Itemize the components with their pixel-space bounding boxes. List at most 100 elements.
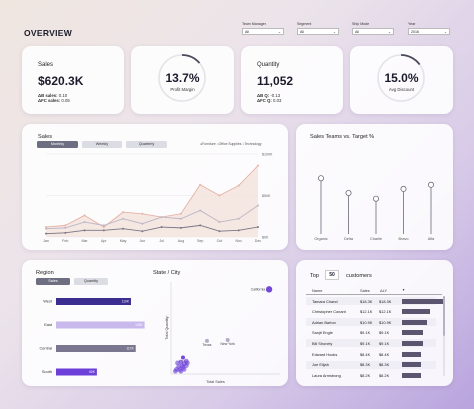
data-point	[179, 212, 182, 215]
customer-sales: $8.3K	[360, 362, 371, 368]
lollipop-head	[427, 181, 434, 188]
bar-value-label: 130K	[135, 323, 143, 327]
kpi-value: 11,052	[257, 74, 294, 88]
tab-quarterly[interactable]: Quarterly	[126, 141, 167, 148]
table-row[interactable]: Adrian Barton $10.9K $10.9K	[306, 318, 436, 327]
top-n-input[interactable]: 50	[325, 270, 339, 280]
scatter-point	[265, 286, 273, 293]
table-row[interactable]: Sanjit Engle $9.1K $9.1K	[306, 329, 436, 337]
customer-share-bar	[402, 319, 428, 325]
sales-teams-card: Sales Teams vs. Target % Organic Delta Cha…	[296, 124, 453, 250]
scatter-title: State / City	[153, 270, 181, 276]
point-label: Texas	[203, 343, 212, 347]
data-point	[179, 217, 182, 220]
data-point	[45, 227, 47, 230]
table-row[interactable]: Bill Shonely $9.1K $9.1K	[306, 339, 436, 348]
kpi-value: 15.0%	[384, 71, 419, 85]
tab-sales[interactable]: Sales	[36, 278, 70, 285]
region-label: West	[43, 299, 53, 304]
scatter-point	[178, 368, 184, 374]
y-tick-label: $0K	[262, 235, 269, 239]
scatter-point	[225, 337, 230, 342]
scatter-point	[175, 360, 180, 366]
table-row[interactable]: Edward Hooks $8.4K $8.4K	[306, 350, 436, 358]
customers-label: customers	[346, 273, 372, 279]
table-header: Name Sales ΔLY ▼	[306, 287, 442, 295]
region-card: Region Sales Quantity West 110K East 130K Ce…	[22, 260, 288, 386]
filter-select[interactable]: 2016 ⌄	[408, 28, 450, 35]
customer-share-bar	[402, 372, 421, 378]
table-row[interactable]: Laura Armstrong $8.2K $8.2K	[306, 371, 436, 379]
table-row[interactable]: Tamara Chand $18.3K $18.3K	[306, 297, 444, 305]
column-header[interactable]: ΔLY	[380, 288, 388, 293]
sales-kpi-card: Sales $620.3K ΔB sales: 0.10 ΔFC sales: …	[22, 46, 124, 114]
scrollbar[interactable]	[443, 296, 445, 376]
data-point	[83, 221, 86, 224]
data-point	[141, 230, 144, 233]
x-tick-label: Nov	[236, 239, 243, 243]
x-tick-label: Apr	[101, 239, 107, 243]
filter-segment[interactable]: Segment All ⌄	[297, 22, 339, 35]
region-bar-chart: West 110K East 130K Central 117K South 60K	[39, 298, 145, 376]
filter-year[interactable]: Year 2016 ⌄	[408, 22, 450, 35]
filter-label: Segment	[297, 22, 312, 26]
customer-share-bar	[402, 362, 421, 368]
x-tick-label: Feb	[62, 239, 68, 243]
filter-select[interactable]: All ⌄	[242, 28, 284, 35]
customer-dly: $8.2K	[379, 372, 390, 378]
x-tick-label: Dec	[255, 239, 262, 243]
customer-dly: $9.1K	[379, 340, 390, 346]
sort-icon[interactable]: ▼	[402, 288, 406, 292]
table-row[interactable]: Christopher Conant $12.1K $12.1K	[306, 308, 436, 316]
customer-sales: $10.9K	[360, 319, 373, 325]
customer-share-bar	[402, 298, 444, 304]
chevron-down-icon: ⌄	[387, 30, 391, 35]
table-row[interactable]: Joe Elijah $8.3K $8.3K	[306, 360, 436, 369]
region-bar	[56, 298, 131, 305]
bar-value-label: 110K	[122, 300, 130, 304]
data-point	[102, 229, 105, 232]
point-label: New York	[221, 342, 236, 346]
tab-monthly[interactable]: Monthly	[37, 141, 78, 148]
chart-title: Sales	[38, 134, 52, 140]
y-tick-label: $100K	[262, 152, 273, 156]
filter-ship-mode[interactable]: Ship Mode All ⌄	[352, 22, 394, 35]
data-point	[122, 211, 125, 214]
avg-discount-card: 15.0% Avg Discount	[350, 46, 453, 114]
tab-weekly[interactable]: Weekly	[82, 141, 122, 148]
data-point	[122, 217, 125, 220]
data-point	[218, 194, 221, 197]
x-tick-label: Aug	[178, 239, 184, 243]
data-point	[199, 183, 202, 186]
region-bar	[56, 321, 145, 329]
tab-quantity[interactable]: Quantity	[74, 278, 108, 285]
data-point	[237, 229, 240, 232]
chevron-down-icon: ⌄	[277, 30, 281, 35]
filter-label: Team Manager	[242, 22, 266, 26]
region-label: East	[44, 322, 53, 327]
customer-sales: $12.1K	[360, 309, 373, 315]
customer-name: Laura Armstrong	[312, 372, 341, 378]
filter-select[interactable]: All ⌄	[352, 28, 394, 35]
data-point	[257, 204, 259, 207]
x-tick-label: Jun	[139, 239, 145, 243]
chart-title: Sales Teams vs. Target %	[310, 134, 375, 140]
y-tick-label: $50K	[262, 194, 271, 198]
kpi-label: Avg Discount	[388, 87, 415, 92]
data-point	[64, 231, 67, 234]
kpi-label: Profit Margin	[170, 87, 195, 92]
x-tick-label: Delta	[344, 237, 354, 241]
customer-sales: $9.1K	[360, 340, 371, 346]
x-tick-label: Bravo	[399, 237, 409, 241]
page-title: OVERVIEW	[24, 28, 73, 38]
filter-select[interactable]: All ⌄	[297, 28, 339, 35]
filter-team-manager[interactable]: Team Manager All ⌄	[242, 22, 284, 35]
lollipop-head	[317, 175, 324, 182]
quantity-kpi-card: Quantity 11,052 ΔB Q: -0.13 ΔFC Q: 0.03	[241, 46, 343, 114]
data-point	[141, 222, 144, 225]
column-header[interactable]: Sales	[360, 288, 370, 293]
region-label: South	[42, 369, 52, 374]
scrollbar-thumb[interactable]	[443, 296, 445, 336]
scatter-point	[184, 360, 190, 366]
column-header[interactable]: Name	[312, 288, 323, 293]
